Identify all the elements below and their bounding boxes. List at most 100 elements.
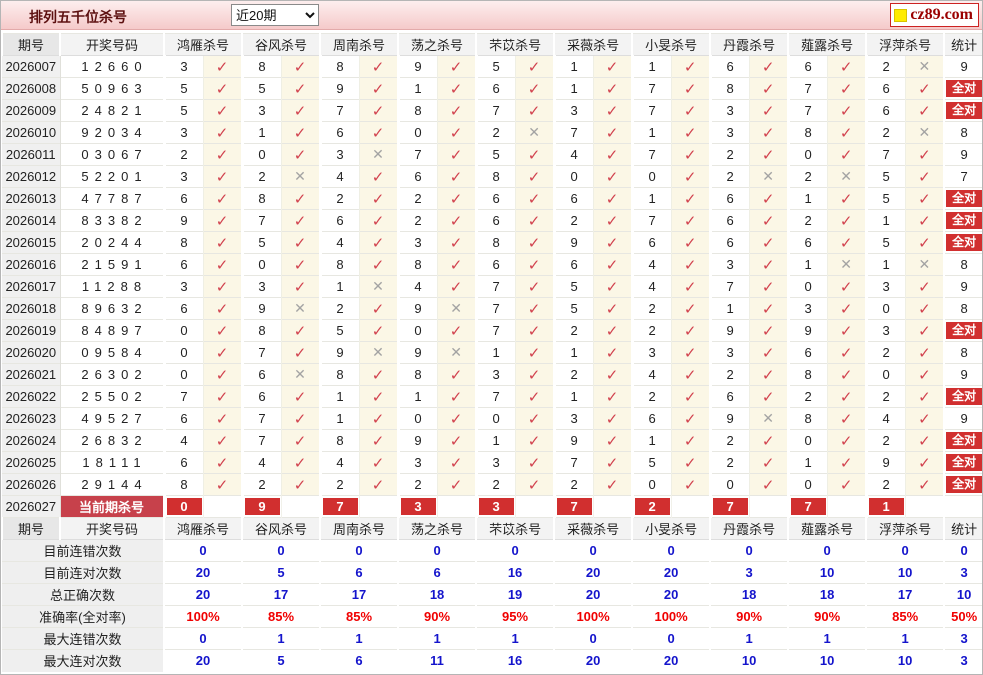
kill-number-cell: 3 <box>864 275 906 298</box>
check-icon: ✓ <box>605 344 619 362</box>
mark-cell-empty <box>436 495 477 518</box>
stat-cell: 8 <box>943 253 982 276</box>
stat-cell: 8 <box>943 121 982 144</box>
kill-number-cell: 8 <box>240 187 282 210</box>
kill-number-cell: 1 <box>552 77 594 100</box>
summary-value-cell: 6 <box>319 561 399 584</box>
check-icon: ✓ <box>527 278 541 296</box>
kill-number-cell: 7 <box>552 121 594 144</box>
kill-number-cell: 9 <box>552 231 594 254</box>
check-icon: ✓ <box>527 58 541 76</box>
kill-number-cell: 7 <box>630 209 672 232</box>
kill-number-cell: 3 <box>162 275 203 298</box>
mark-cell: ✓ <box>592 473 633 496</box>
kill-number-cell: 1 <box>630 55 672 78</box>
kill-number-cell: 6 <box>396 165 438 188</box>
mark-cell: ✓ <box>436 77 477 100</box>
kill-number-cell: 1 <box>630 187 672 210</box>
kill-number-cell: 6 <box>474 77 516 100</box>
kill-number-cell: 1 <box>864 209 906 232</box>
check-icon: ✓ <box>918 102 931 120</box>
mark-cell: ✕ <box>826 165 867 188</box>
mark-cell: ✓ <box>748 231 789 254</box>
check-icon: ✓ <box>293 256 307 274</box>
kill-number-cell: 7 <box>786 99 828 122</box>
check-icon: ✓ <box>293 344 307 362</box>
kill-number-cell: 2 <box>240 165 282 188</box>
mark-cell: ✕ <box>904 121 945 144</box>
summary-value-cell: 6 <box>397 561 477 584</box>
check-icon: ✓ <box>527 344 541 362</box>
summary-value-cell: 18 <box>709 583 789 606</box>
check-icon: ✓ <box>449 256 463 274</box>
kill-number-cell: 6 <box>162 253 203 276</box>
check-icon: ✓ <box>605 278 619 296</box>
kill-number-cell: 2 <box>396 209 438 232</box>
kill-number-cell: 1 <box>630 429 672 452</box>
kill-number-cell: 2 <box>864 55 906 78</box>
check-icon: ✓ <box>839 410 853 428</box>
check-icon: ✓ <box>449 146 463 164</box>
period-range-select[interactable]: 近20期 <box>231 4 319 26</box>
summary-value-cell: 90% <box>709 605 789 628</box>
check-icon: ✓ <box>839 190 853 208</box>
kill-number-cell: 2 <box>786 209 828 232</box>
check-icon: ✓ <box>918 388 931 406</box>
winning-numbers-cell: 92034 <box>60 121 164 144</box>
check-icon: ✓ <box>215 58 229 76</box>
check-icon: ✓ <box>449 278 463 296</box>
check-icon: ✓ <box>215 102 229 120</box>
check-icon: ✓ <box>527 388 541 406</box>
mark-cell: ✓ <box>514 429 555 452</box>
check-icon: ✓ <box>683 454 697 472</box>
kill-number-cell: 0 <box>786 429 828 452</box>
kill-number-cell: 3 <box>318 143 360 166</box>
table-wrapper: 期号 开奖号码 鸿雁杀号 谷风杀号 周南杀号 荡之杀号 芣苡杀号 采薇杀号 小旻杀号 丹霞杀号 薤露… <box>1 30 982 672</box>
check-icon: ✓ <box>761 190 775 208</box>
mark-cell: ✓ <box>826 99 867 122</box>
kill-number-cell: 3 <box>162 121 203 144</box>
check-icon: ✓ <box>527 256 541 274</box>
check-icon: ✓ <box>683 388 697 406</box>
mark-cell: ✓ <box>748 209 789 232</box>
mark-cell: ✓ <box>748 275 789 298</box>
site-logo-text: cz89.com <box>910 6 973 23</box>
kill-number-cell: 6 <box>474 253 516 276</box>
mark-cell: ✓ <box>826 297 867 320</box>
mark-cell: ✓ <box>592 363 633 386</box>
check-icon: ✓ <box>839 300 853 318</box>
summary-value-cell: 0 <box>241 539 321 562</box>
mark-cell: ✓ <box>592 143 633 166</box>
kill-number-cell: 1 <box>552 55 594 78</box>
kill-number-cell: 0 <box>708 473 750 496</box>
mark-cell: ✓ <box>514 363 555 386</box>
mark-cell: ✕ <box>358 275 399 298</box>
mark-cell: ✓ <box>826 121 867 144</box>
kill-number-cell: 4 <box>864 407 906 430</box>
mark-cell: ✓ <box>670 451 711 474</box>
check-icon: ✓ <box>839 366 853 384</box>
winning-numbers-cell: 47787 <box>60 187 164 210</box>
kill-number-cell: 7 <box>864 143 906 166</box>
mark-cell: ✓ <box>904 385 945 408</box>
table-row: 2026015 20244 8 ✓ 5 ✓ 4 ✓ 3 ✓ 8 ✓ 9 ✓ 6 ✓ 6 ✓ 6 ✓ 5 ✓ 全对 <box>2 231 982 254</box>
check-icon: ✓ <box>371 476 385 494</box>
page-title: 排列五千位杀号 <box>29 9 127 25</box>
summary-value-cell: 100% <box>162 605 243 628</box>
site-logo[interactable]: cz89.com <box>890 3 979 27</box>
summary-value-cell: 20 <box>553 583 633 606</box>
kill-number-cell: 0 <box>552 165 594 188</box>
expert-column-header: 采薇杀号 <box>553 33 633 56</box>
period-cell: 2026012 <box>2 165 61 188</box>
mark-cell: ✓ <box>436 253 477 276</box>
summary-value-cell: 0 <box>162 627 243 650</box>
summary-row: 准确率(全对率) 100% 85% 85% 90% 95% 100% 100% 90% 90% 85… <box>2 605 982 628</box>
mark-cell: ✓ <box>826 209 867 232</box>
period-cell: 2026021 <box>2 363 61 386</box>
check-icon: ✓ <box>215 388 229 406</box>
mark-cell: ✓ <box>592 451 633 474</box>
stat-cell: 全对 <box>943 77 982 100</box>
cross-icon: ✕ <box>918 58 931 74</box>
kill-number-cell: 9 <box>396 297 438 320</box>
mark-cell: ✓ <box>670 341 711 364</box>
